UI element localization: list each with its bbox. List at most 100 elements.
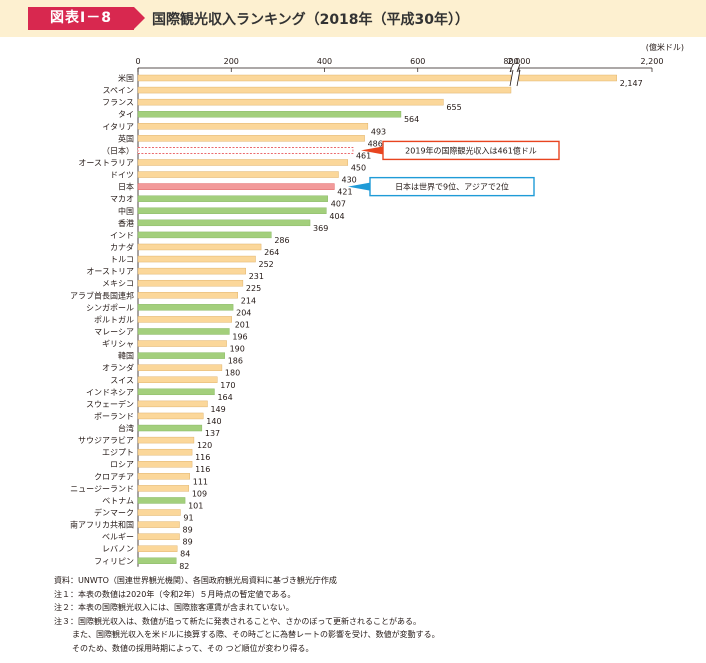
category-label: ギリシャ [102,340,134,349]
category-label: スペイン [103,86,134,95]
bar [137,497,186,504]
axis-break-gap [511,65,519,89]
category-label: ロシア [110,460,134,469]
value-label: 149 [210,405,225,414]
callout-2019-box [382,140,560,161]
bar [137,255,256,263]
x-tick-label: 200 [224,57,239,66]
bar [137,135,365,142]
value-label: 190 [230,345,245,354]
bar [137,461,193,468]
category-label: 南アフリカ共和国 [70,520,134,530]
bar-segment-left [137,74,512,82]
bar [137,231,272,239]
category-label: フィリピン [94,557,134,566]
value-label: 84 [180,550,190,559]
bar [137,111,402,118]
value-label: 91 [183,514,193,523]
category-label: スウェーデン [86,399,134,409]
bar [137,267,246,275]
value-label: 2,147 [620,79,643,88]
value-label: 201 [235,320,250,329]
category-label: 米国 [118,73,134,83]
category-label: フランス [102,98,134,107]
category-label: ドイツ [110,171,134,180]
value-label: 137 [205,429,220,438]
category-label: クロアチア [94,472,134,481]
category-label: スイス [110,376,134,385]
category-label: ベトナム [102,496,134,505]
category-label: 韓国 [118,351,134,361]
category-label: 台湾 [118,423,134,433]
bar [137,183,335,190]
bar [137,376,218,383]
value-label: 82 [179,562,189,571]
bar [137,545,178,552]
callout-rank-text: 日本は世界で9位、アジアで2位 [395,182,509,192]
bar [137,243,262,251]
category-label: インド [110,231,134,240]
bar [137,424,203,432]
bar [137,473,190,480]
value-label: 180 [225,369,240,378]
notes: 資料：UNWTO（国連世界観光機関）、各国政府観光局資料に基づき観光庁作成 注１… [54,574,440,655]
value-label: 120 [197,441,212,450]
bar [137,509,181,516]
bar [137,304,234,311]
category-label: オーストリア [86,267,134,276]
bar [137,279,244,287]
value-label: 231 [249,272,264,281]
bar [137,557,177,564]
x-tick-label: 2,200 [641,57,664,66]
figure-header: 図表Ⅰ－8 国際観光収入ランキング（2018年（平成30年）） [0,0,706,37]
bar [137,159,349,166]
bar [137,147,354,154]
category-label: イタリア [102,122,134,131]
category-label: オランダ [102,363,134,373]
value-label: 286 [274,236,289,245]
bar [137,521,180,528]
note-3: 注３：国際観光収入は、数値が追って新たに発表されることや、さかのぼって更新される… [54,616,421,626]
callout-rank-box [369,176,535,197]
category-label: インドネシア [86,388,134,397]
bar [137,533,180,540]
category-label: タイ [118,110,134,119]
bar [137,485,190,492]
axis-break-tick-left [509,63,514,73]
value-label: 225 [246,284,261,293]
category-label: ポルトガル [94,314,134,324]
category-label: サウジアラビア [78,436,134,445]
category-label: トルコ [110,255,134,264]
value-label: 493 [371,127,386,136]
unit-label: (億米ドル) [646,42,684,52]
bar [137,400,208,408]
note-2: 注２：本表の国際観光収入には、国際旅客運賃が含まれていない。 [54,603,294,612]
value-label: 486 [368,139,383,148]
bar [137,436,195,444]
value-label: 564 [404,115,419,124]
callout-2019-text: 2019年の国際観光収入は461億ドル [405,145,537,155]
category-label: シンガポール [86,302,134,312]
value-label: 404 [329,212,344,221]
bar [137,316,232,323]
bar [137,340,227,347]
bar [137,171,339,178]
value-label: 407 [331,200,346,209]
x-tick-label: 400 [317,57,332,66]
category-label: デンマーク [94,508,134,518]
value-label: 214 [241,296,256,305]
callout-rank-pointer [348,182,370,191]
bar [137,98,444,106]
category-label: メキシコ [102,279,134,288]
note-3-line-3: そのため、数値の採用時期によって、その つど順位が変わり得る。 [72,643,314,653]
axis-break-tick-right [516,63,521,73]
bar [137,219,311,227]
bar [137,123,369,130]
category-label: レバノン [102,545,134,554]
category-label: マレーシア [94,327,134,336]
value-label: 116 [195,453,210,462]
bar-segment-right [518,74,617,82]
value-label: 461 [356,151,371,160]
category-label: 中国 [118,206,134,216]
x-tick-label: 800 [503,57,518,66]
